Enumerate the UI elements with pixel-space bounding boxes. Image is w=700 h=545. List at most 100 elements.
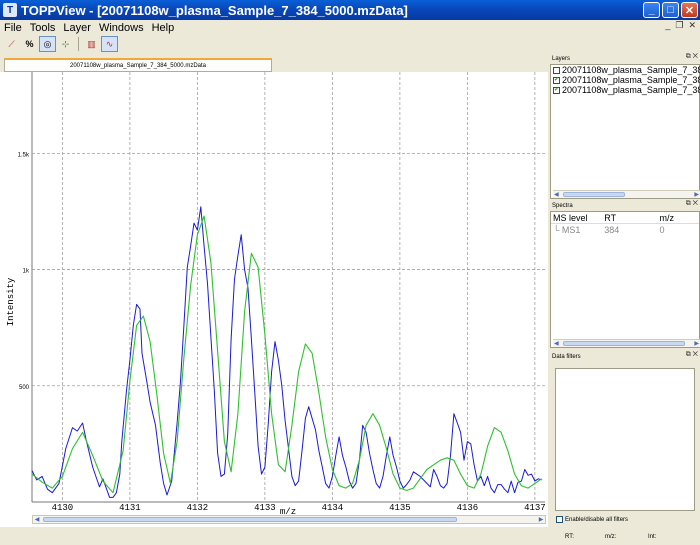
y-tick-label: 500 xyxy=(19,385,30,391)
spectra-row[interactable]: └ MS1 384 0 xyxy=(551,224,699,236)
ms-level-value: MS1 xyxy=(561,225,581,235)
mz-cell: 0 xyxy=(659,225,665,235)
plot-horizontal-scrollbar[interactable]: ◀ ▶ xyxy=(32,515,546,524)
filters-enable-checkbox[interactable] xyxy=(556,516,563,523)
status-bar: RT: m/z: Int: xyxy=(0,529,700,545)
x-tick-label: 4135 xyxy=(389,503,411,513)
spectrum-canvas[interactable]: 500 1k 1.5k 4130 4131 4132 4133 4134 4135 4136 41… xyxy=(0,72,548,527)
raw-data-icon: ∿ xyxy=(105,38,114,49)
scroll-thumb[interactable] xyxy=(563,341,685,346)
layer-label: 20071108w_plasma_Sample_7_384_5000.mzDat… xyxy=(562,85,700,95)
smoothed-spectrum-line xyxy=(31,215,542,494)
linear-intensity-icon: ⟋ xyxy=(8,38,15,49)
filters-title: Data filters xyxy=(552,353,581,360)
status-int: Int: xyxy=(648,534,657,540)
x-tick-label: 4132 xyxy=(187,503,209,513)
layers-list: 20071108w_plasma_Sample_7_384_5000.mzDat… xyxy=(550,64,700,199)
layers-scrollbar[interactable]: ◀ ▶ xyxy=(553,190,700,198)
menu-bar: File Tools Layer Windows Help _ ❐ ✕ xyxy=(0,20,700,35)
layer-visibility-checkbox[interactable] xyxy=(553,66,560,74)
layer-visibility-checkbox[interactable]: ✔ xyxy=(553,76,560,84)
mdi-minimize-icon[interactable]: _ xyxy=(665,20,671,30)
menu-help[interactable]: Help xyxy=(151,21,175,34)
dock-float-close-icon[interactable]: ⧉ ✕ xyxy=(685,200,698,207)
topp-icon: T xyxy=(3,3,17,17)
sticks-button[interactable]: ▥ xyxy=(83,36,100,52)
scroll-left-icon[interactable]: ◀ xyxy=(34,517,40,523)
zoom-mode-button[interactable]: ◎ xyxy=(39,36,56,52)
scroll-thumb[interactable] xyxy=(43,517,457,522)
filters-toggle[interactable]: Enable/disable all filters xyxy=(556,516,628,523)
maximize-button[interactable]: □ xyxy=(662,2,679,18)
status-rt: RT: xyxy=(565,534,574,540)
layer-label: 20071108w_plasma_Sample_7_384_5000.mzDat… xyxy=(562,75,700,85)
status-mz: m/z: xyxy=(605,534,617,540)
y-tick-label: 1.5k xyxy=(18,152,30,158)
spectrum-plot[interactable]: 500 1k 1.5k 4130 4131 4132 4133 4134 4135 4136 41… xyxy=(0,72,548,527)
zoom-mode-icon: ◎ xyxy=(43,38,52,49)
x-tick-label: 4131 xyxy=(119,503,141,513)
document-tab[interactable]: 20071108w_plasma_Sample_7_384_5000.mzDat… xyxy=(4,58,272,72)
menu-file[interactable]: File xyxy=(4,21,22,34)
scroll-right-icon[interactable]: ▶ xyxy=(694,192,699,198)
dock-float-close-icon[interactable]: ⧉ ✕ xyxy=(685,53,698,60)
column-ms-level[interactable]: MS level xyxy=(553,212,588,223)
spectra-table: MS level RT m/z └ MS1 384 0 ◀ ▶ xyxy=(550,211,700,348)
mdi-restore-icon[interactable]: ❐ xyxy=(675,20,684,30)
menu-layer[interactable]: Layer xyxy=(63,21,91,34)
scroll-left-icon[interactable]: ◀ xyxy=(554,192,559,198)
filters-dock-title: Data filters ⧉ ✕ xyxy=(549,351,700,362)
x-tick-label: 4137 xyxy=(524,503,546,513)
scroll-right-icon[interactable]: ▶ xyxy=(538,517,544,523)
minimize-button[interactable]: _ xyxy=(643,2,660,18)
layer-item[interactable]: 20071108w_plasma_Sample_7_384_5000.mzDat… xyxy=(551,65,700,75)
mdi-close-icon[interactable]: ✕ xyxy=(688,20,696,30)
spectra-dock: Spectra ⧉ ✕ MS level RT m/z └ MS1 384 0 … xyxy=(549,200,700,348)
scroll-left-icon[interactable]: ◀ xyxy=(554,341,559,347)
spectra-dock-title: Spectra ⧉ ✕ xyxy=(549,200,700,211)
menu-tools[interactable]: Tools xyxy=(29,21,56,34)
x-tick-label: 4133 xyxy=(254,503,276,513)
sticks-icon: ▥ xyxy=(87,38,96,49)
column-rt[interactable]: RT xyxy=(604,212,617,223)
layers-dock-title: Layers ⧉ ✕ xyxy=(549,53,700,64)
scroll-right-icon[interactable]: ▶ xyxy=(694,341,699,347)
y-tick-label: 1k xyxy=(23,269,30,275)
layers-title: Layers xyxy=(552,55,571,62)
spectra-title: Spectra xyxy=(552,202,573,209)
dock-float-close-icon[interactable]: ⧉ ✕ xyxy=(685,351,698,358)
data-filters-dock: Data filters ⧉ ✕ xyxy=(549,351,700,528)
spectra-scrollbar[interactable]: ◀ ▶ xyxy=(553,339,700,347)
percentage-intensity-icon: % xyxy=(25,39,34,49)
spectra-header: MS level RT m/z xyxy=(551,212,699,224)
raw-data-button[interactable]: ∿ xyxy=(101,36,118,52)
column-mz[interactable]: m/z xyxy=(659,212,675,223)
layer-label: 20071108w_plasma_Sample_7_384_5000.mzDat… xyxy=(562,65,700,75)
x-tick-label: 4134 xyxy=(322,503,344,513)
window-controls: _ □ ✕ xyxy=(643,2,698,18)
x-tick-label: 4136 xyxy=(457,503,479,513)
ms-level-cell: └ MS1 xyxy=(553,225,581,235)
filters-toggle-label: Enable/disable all filters xyxy=(565,516,629,523)
linear-intensity-button[interactable]: ⟋ xyxy=(3,36,20,52)
title-bar: T TOPPView - [20071108w_plasma_Sample_7_… xyxy=(0,0,700,20)
pick-mode-button[interactable]: ⊹ xyxy=(57,36,74,52)
scroll-thumb[interactable] xyxy=(563,192,625,197)
layer-visibility-checkbox[interactable]: ✔ xyxy=(553,86,560,94)
percentage-intensity-button[interactable]: % xyxy=(21,36,38,52)
mdi-controls: _ ❐ ✕ xyxy=(665,20,696,31)
x-axis-label: m/z xyxy=(280,507,296,517)
y-axis-label: Intensity xyxy=(6,277,16,326)
raw-spectrum-line xyxy=(31,206,542,498)
layer-item[interactable]: ✔ 20071108w_plasma_Sample_7_384_5000.mzD… xyxy=(551,85,700,95)
toolbar-separator xyxy=(78,37,79,51)
layer-item[interactable]: ✔ 20071108w_plasma_Sample_7_384_5000.mzD… xyxy=(551,75,700,85)
close-button[interactable]: ✕ xyxy=(681,2,698,18)
pick-mode-icon: ⊹ xyxy=(61,38,70,49)
menu-windows[interactable]: Windows xyxy=(98,21,144,34)
rt-cell: 384 xyxy=(604,225,620,235)
document-tab-bar: 20071108w_plasma_Sample_7_384_5000.mzDat… xyxy=(0,56,548,72)
filters-list[interactable] xyxy=(555,368,695,511)
x-tick-label: 4130 xyxy=(52,503,74,513)
